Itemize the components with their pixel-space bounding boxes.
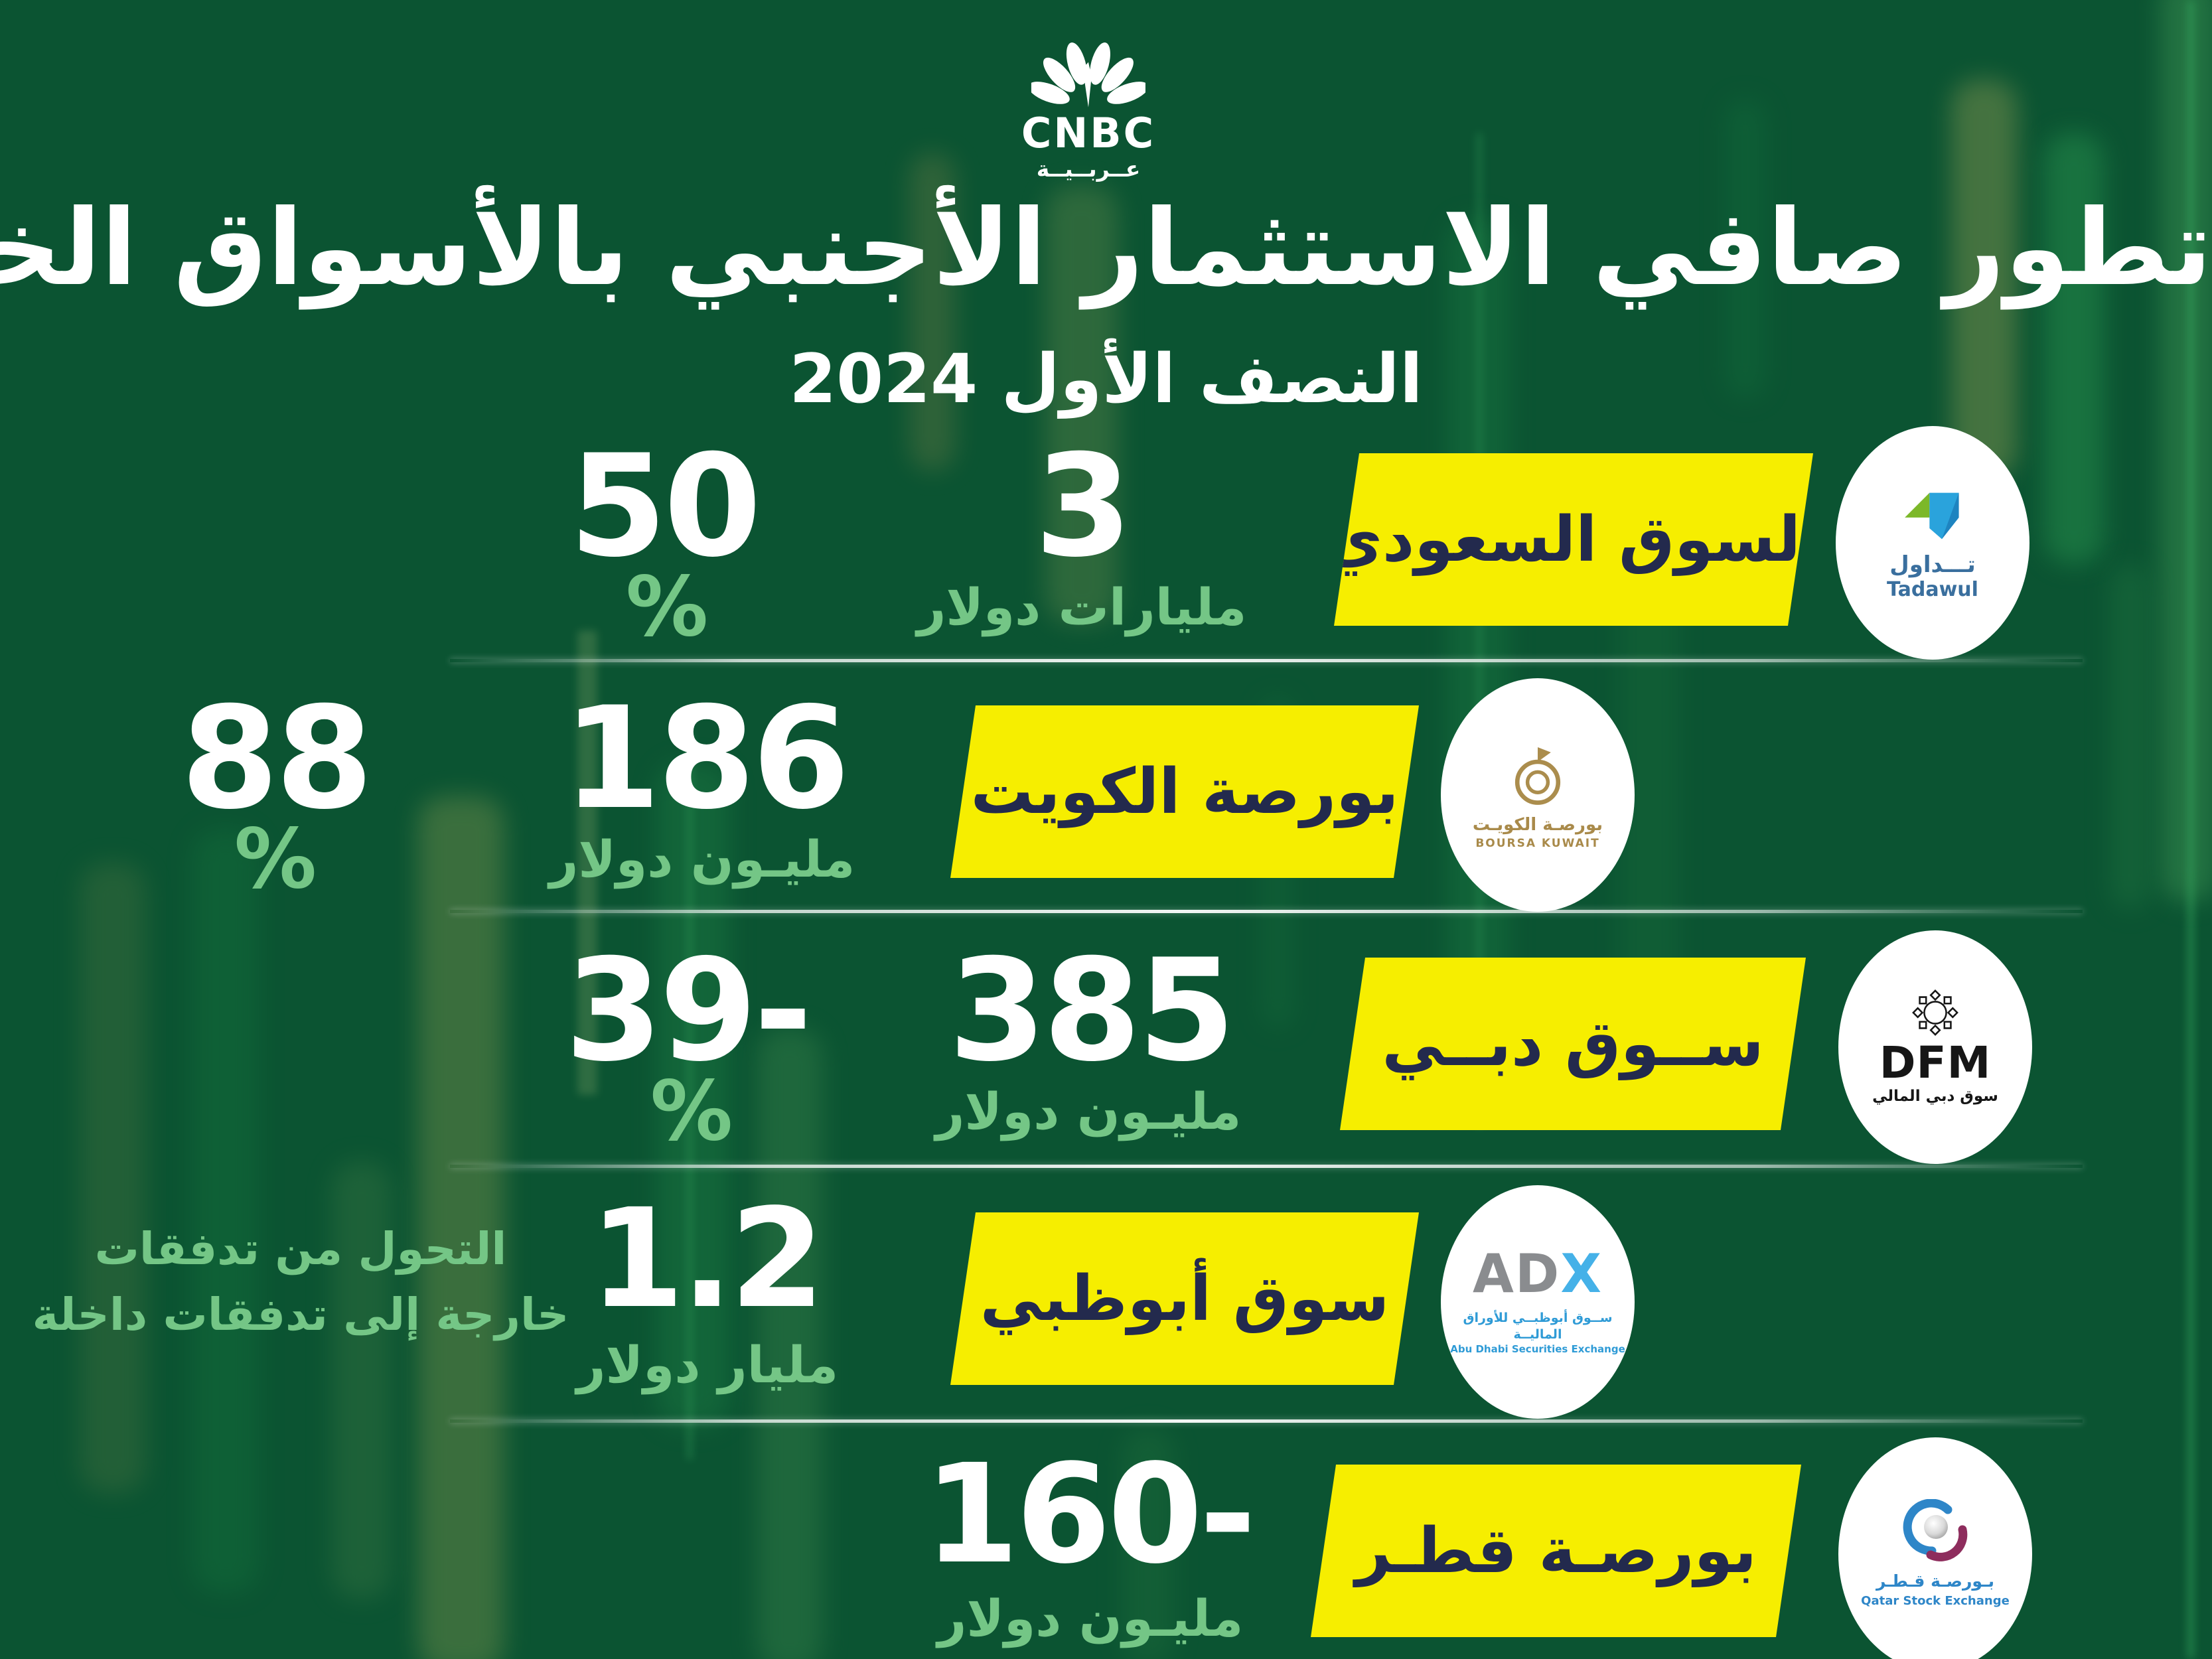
saudi-change-value: 50 — [569, 424, 761, 588]
qatar-unit: مليـون دولار — [937, 1589, 1244, 1648]
qse-logo: بـورصـة قـطـر Qatar Stock Exchange — [1838, 1437, 2032, 1659]
page-subtitle: النصف الأول 2024 — [789, 340, 1423, 419]
qse-arabic-label: بـورصـة قـطـر — [1876, 1571, 1994, 1591]
tadawul-logo: تـــداول Tadawul — [1836, 426, 2029, 660]
kuwait-unit: مليـون دولار — [549, 830, 855, 889]
kuwait-percent-symbol: % — [234, 812, 317, 907]
qse-mark-icon — [1903, 1499, 1968, 1562]
boursa-kuwait-arabic-label: بورصـة الكويـت — [1472, 814, 1603, 835]
dubai-amount: 385 — [948, 928, 1236, 1092]
abu-dhabi-note-line2: خارجة إلى تدفقات داخلة — [32, 1289, 569, 1340]
cnbc-wordmark: CNBC — [1021, 109, 1156, 157]
dfm-wordmark: DFM — [1879, 1037, 1992, 1088]
abu-dhabi-note-line1: التحول من تدفقات — [94, 1222, 507, 1275]
dubai-market-label: ســوق دبــي — [1340, 958, 1806, 1130]
saudi-market-label: السوق السعودي — [1334, 453, 1813, 626]
dfm-mark-icon — [1912, 989, 1958, 1036]
abu-dhabi-unit: مليار دولار — [576, 1335, 839, 1394]
saudi-unit: مليارات دولار — [917, 577, 1247, 636]
boursa-kuwait-logo: بورصـة الكويـت BOURSA KUWAIT — [1441, 678, 1635, 912]
qatar-amount: 160- — [924, 1435, 1256, 1594]
cnbc-arabia-logo: CNBC عــربــيــة — [1021, 41, 1155, 180]
abu-dhabi-note: التحول من تدفقات خارجة إلى تدفقات داخلة — [33, 1216, 569, 1348]
dubai-unit: مليـون دولار — [935, 1082, 1242, 1141]
row-divider — [450, 659, 2083, 662]
dfm-arabic-label: سوق دبي المالي — [1872, 1087, 1998, 1105]
qse-english-label: Qatar Stock Exchange — [1861, 1593, 2010, 1608]
adx-arabic-label: ســوق أبوظبــي للأوراق الماليــة — [1463, 1310, 1613, 1342]
abu-dhabi-amount: 1.2 — [589, 1179, 825, 1338]
saudi-percent-symbol: % — [625, 559, 709, 655]
row-divider — [450, 910, 2083, 913]
tadawul-mark-icon — [1905, 492, 1959, 540]
page-title: تطور صافي الاستثمار الأجنبي بالأسواق الخ… — [0, 187, 2212, 309]
cnbc-arabia-wordmark: عــربــيــة — [1036, 156, 1141, 182]
adx-x-letter: X — [1560, 1242, 1603, 1305]
boursa-kuwait-mark-icon — [1514, 747, 1561, 805]
adx-logo: ADX ســوق أبوظبــي للأوراق الماليــة Abu… — [1441, 1185, 1635, 1419]
tadawul-arabic-label: تـــداول — [1889, 551, 1976, 579]
row-divider — [450, 1419, 2083, 1423]
adx-english-label: Abu Dhabi Securities Exchange — [1450, 1343, 1625, 1356]
saudi-amount: 3 — [1034, 424, 1132, 588]
adx-wordmark: ADX — [1472, 1242, 1603, 1305]
boursa-kuwait-english-label: BOURSA KUWAIT — [1475, 837, 1600, 850]
abu-dhabi-market-label: سوق أبوظبي — [950, 1212, 1419, 1385]
kuwait-amount: 186 — [563, 676, 850, 840]
row-divider — [450, 1165, 2083, 1168]
dfm-logo: DFM سوق دبي المالي — [1838, 930, 2032, 1164]
kuwait-change-value: 88 — [181, 676, 373, 840]
tadawul-english-label: Tadawul — [1887, 577, 1978, 601]
peacock-icon — [1031, 42, 1145, 108]
qatar-market-label: بورصـة قطـر — [1311, 1465, 1801, 1637]
dubai-change-value: 39- — [564, 928, 812, 1092]
kuwait-market-label: بورصة الكويت — [950, 705, 1419, 878]
dubai-percent-symbol: % — [650, 1064, 733, 1159]
